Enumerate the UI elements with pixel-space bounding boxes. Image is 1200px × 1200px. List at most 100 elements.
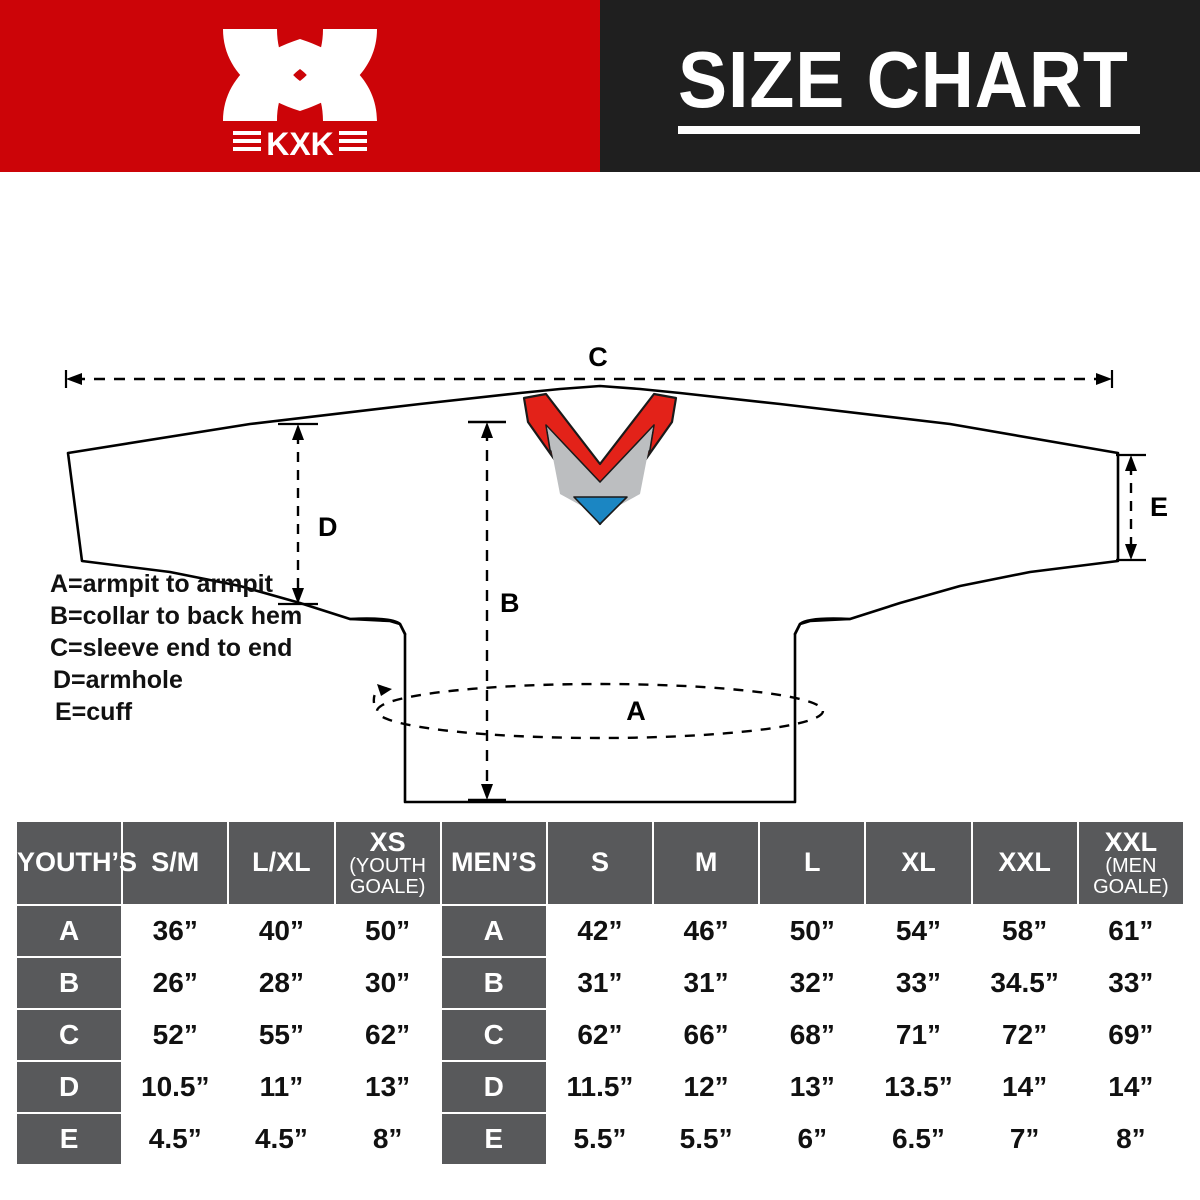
cell: 14” [1078,1062,1183,1112]
cell: 34.5” [972,958,1077,1008]
jersey-outline [66,384,1120,804]
cell: 12” [654,1062,759,1112]
table-row: A 36” 40” 50” A 42” 46” 50” 54” 58” 61” [17,906,1183,956]
row-label-men: C [441,1010,546,1060]
brand-panel: KXK [0,0,600,172]
title-block: SIZE CHART [678,35,1168,134]
header-cell-m: M [654,822,759,904]
cell: 50” [760,906,865,956]
page-header: KXK SIZE CHART [0,0,1200,172]
header-label: S [590,847,609,878]
legend-item-d: D=armhole [53,666,183,694]
dimension-label-d: D [318,512,338,542]
cell: 54” [866,906,971,956]
cell: 4.5” [229,1114,334,1164]
cell: 14” [972,1062,1077,1112]
cell: 40” [229,906,334,956]
header-label: XS [369,826,406,857]
page-title: SIZE CHART [678,35,1129,124]
cell: 31” [547,958,653,1008]
header-cell-xxl-men-goale: XXL (MEN GOALE) [1078,822,1183,904]
cell: 68” [760,1010,865,1060]
cell: 13” [760,1062,865,1112]
dimension-c [64,370,1114,388]
dimension-label-e: E [1150,492,1168,522]
header-label: L/XL [252,847,311,878]
header-cell-sm: S/M [123,822,228,904]
cell: 71” [866,1010,971,1060]
dimension-e [1116,453,1146,562]
collar-accent [573,496,628,525]
header-cell-mens: MEN’S [441,822,546,904]
cell: 6.5” [866,1114,971,1164]
header-label: M [694,847,718,878]
cell: 5.5” [547,1114,653,1164]
cell: 5.5” [654,1114,759,1164]
cell: 4.5” [123,1114,228,1164]
cell: 32” [760,958,865,1008]
cell: 31” [654,958,759,1008]
cell: 8” [335,1114,440,1164]
row-label-youth: E [17,1114,122,1164]
armpit-right [793,617,852,636]
dimension-b [468,420,506,802]
legend-item-c: C=sleeve end to end [50,634,292,662]
dimension-label-c: C [588,342,608,372]
cell: 52” [123,1010,228,1060]
cell: 13.5” [866,1062,971,1112]
cell: 61” [1078,906,1183,956]
table-header-row: YOUTH’S S/M L/XL XS (YOUTH GOALE) MEN’S … [17,822,1183,904]
row-label-youth: D [17,1062,122,1112]
row-label-youth: B [17,958,122,1008]
header-label: XL [901,847,936,878]
table-row: D 10.5” 11” 13” D 11.5” 12” 13” 13.5” 14… [17,1062,1183,1112]
cell: 66” [654,1010,759,1060]
row-label-men: D [441,1062,546,1112]
header-sublabel: (YOUTH GOALE) [349,855,426,898]
cell: 11” [229,1062,334,1112]
cell: 72” [972,1010,1077,1060]
row-label-men: B [441,958,546,1008]
dimension-a [372,682,825,740]
cell: 11.5” [547,1062,653,1112]
header-sublabel: (MEN GOALE) [1093,855,1169,898]
collar-inner-fill [547,427,653,516]
cell: 69” [1078,1010,1183,1060]
cell: 50” [335,906,440,956]
cell: 13” [335,1062,440,1112]
cell: 58” [972,906,1077,956]
table-row: B 26” 28” 30” B 31” 31” 32” 33” 34.5” 33… [17,958,1183,1008]
cell: 46” [654,906,759,956]
table-row: E 4.5” 4.5” 8” E 5.5” 5.5” 6” 6.5” 7” 8” [17,1114,1183,1164]
table-row: C 52” 55” 62” C 62” 66” 68” 71” 72” 69” [17,1010,1183,1060]
legend: A=armpit to armpit B=collar to back hem … [50,570,302,726]
header-cell-lxl: L/XL [229,822,334,904]
row-label-men: A [441,906,546,956]
title-panel: SIZE CHART [600,0,1200,172]
header-cell-xxl: XXL [972,822,1077,904]
size-table: YOUTH’S S/M L/XL XS (YOUTH GOALE) MEN’S … [15,820,1185,1166]
row-label-men: E [441,1114,546,1164]
cell: 33” [1078,958,1183,1008]
cell: 30” [335,958,440,1008]
cell: 26” [123,958,228,1008]
cell: 33” [866,958,971,1008]
row-label-youth: A [17,906,122,956]
cell: 36” [123,906,228,956]
cell: 42” [547,906,653,956]
cell: 62” [335,1010,440,1060]
header-label: YOUTH’S [17,847,138,878]
dimension-d [278,422,318,606]
kxk-logo-icon: KXK [215,13,385,163]
header-cell-s: S [547,822,653,904]
size-table-body: YOUTH’S S/M L/XL XS (YOUTH GOALE) MEN’S … [17,822,1183,1164]
header-label: S/M [151,847,200,878]
cell: 6” [760,1114,865,1164]
header-cell-xs-youth-goale: XS (YOUTH GOALE) [335,822,440,904]
legend-item-e: E=cuff [55,698,133,726]
armpit-left [348,617,407,636]
cell: 55” [229,1010,334,1060]
header-label: MEN’S [451,847,537,878]
header-label: XXL [998,847,1051,878]
cell: 10.5” [123,1062,228,1112]
